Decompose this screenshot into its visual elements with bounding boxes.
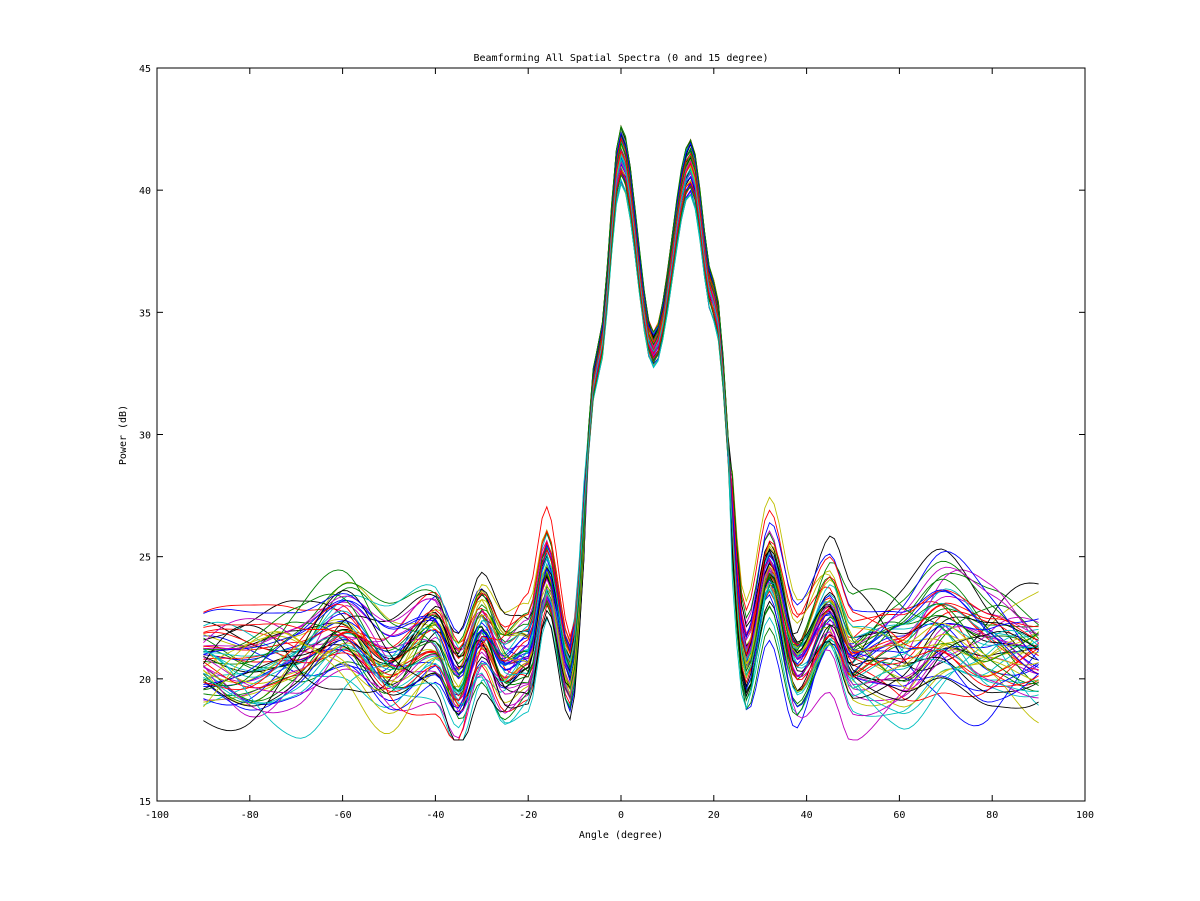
spectrum-line — [203, 153, 1039, 691]
y-tick-label: 40 — [139, 186, 151, 197]
spectrum-line — [203, 150, 1039, 702]
spectrum-line — [203, 148, 1039, 687]
chart-title: Beamforming All Spatial Spectra (0 and 1… — [473, 53, 768, 64]
spectrum-line — [203, 174, 1039, 692]
spectrum-line — [203, 182, 1039, 706]
curves-group — [203, 124, 1039, 741]
spectrum-line — [203, 160, 1039, 701]
spectrum-line — [203, 173, 1039, 713]
spectrum-line — [203, 136, 1039, 673]
x-tick-label: 40 — [801, 810, 813, 821]
x-tick-label: 0 — [618, 810, 624, 821]
spectrum-line — [203, 158, 1039, 729]
y-tick-label: 15 — [139, 797, 151, 808]
x-axis-label: Angle (degree) — [579, 830, 663, 841]
x-tick-label: -40 — [426, 810, 444, 821]
x-tick-label: -20 — [519, 810, 537, 821]
y-tick-label: 20 — [139, 675, 151, 686]
x-tick-label: -80 — [241, 810, 259, 821]
x-tick-label: 20 — [708, 810, 720, 821]
spectrum-line — [203, 164, 1039, 690]
spectrum-line — [203, 124, 1039, 687]
x-tick-label: -60 — [334, 810, 352, 821]
x-tick-label: 80 — [986, 810, 998, 821]
y-tick-label: 35 — [139, 308, 151, 319]
spectrum-line — [203, 167, 1039, 676]
y-tick-label: 45 — [139, 64, 151, 75]
x-tick-label: -100 — [145, 810, 169, 821]
y-axis-label: Power (dB) — [118, 405, 129, 465]
spectrum-line — [203, 129, 1039, 691]
y-tick-label: 30 — [139, 431, 151, 442]
spectrum-line — [203, 141, 1039, 710]
x-tick-label: 100 — [1076, 810, 1094, 821]
spectrum-line — [203, 131, 1039, 676]
x-tick-label: 60 — [893, 810, 905, 821]
y-tick-label: 25 — [139, 553, 151, 564]
spectrum-line — [203, 169, 1039, 741]
ticks-group: -100 -80 -60 -40 -20 0 20 40 60 80 100 15 20 25 30 35 40… — [139, 64, 1094, 821]
plot-background — [157, 68, 1085, 801]
